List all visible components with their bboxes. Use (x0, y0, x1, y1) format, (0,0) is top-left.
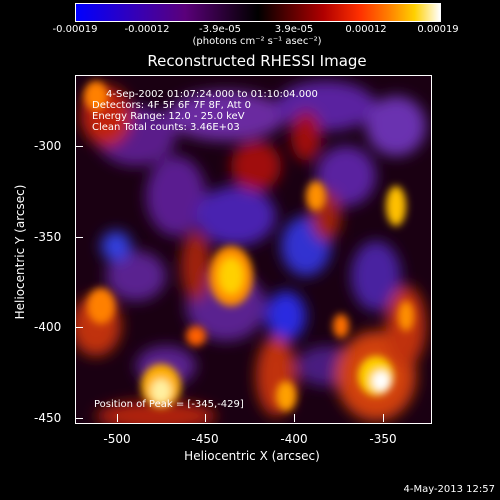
image-canvas (76, 76, 431, 423)
plot-title: Reconstructed RHESSI Image (147, 52, 367, 70)
colorbar-tick: -0.00019 (52, 24, 98, 35)
colorbar-tick: 3.9e-05 (274, 24, 314, 35)
energy-range-label: Energy Range: 12.0 - 25.0 keV (92, 111, 245, 122)
detectors-label: Detectors: 4F 5F 6F 7F 8F, Att 0 (92, 100, 252, 111)
rhessi-image: 4-Sep-2002 01:07:24.000 to 01:10:04.000 … (75, 75, 432, 424)
bright-sources (84, 81, 414, 411)
background-blobs (76, 81, 426, 423)
x-tick: -350 (369, 432, 397, 446)
colorbar (75, 3, 441, 22)
clean-counts-label: Clean Total counts: 3.46E+03 (92, 122, 240, 133)
y-axis-label: Heliocentric Y (arcsec) (13, 184, 27, 320)
y-tick: -350 (34, 230, 62, 244)
colorbar-tick: 0.00012 (345, 24, 387, 35)
x-axis-label: Heliocentric X (arcsec) (184, 449, 320, 463)
colorbar-tick: -0.00012 (124, 24, 170, 35)
colorbar-unit: (photons cm⁻² s⁻¹ asec⁻²) (192, 36, 322, 47)
peak-position-label: Position of Peak = [-345,-429] (94, 399, 244, 410)
x-tick: -450 (191, 432, 219, 446)
y-tick: -400 (34, 320, 62, 334)
x-tick: -500 (103, 432, 131, 446)
x-tick: -400 (280, 432, 308, 446)
footer-date: 4-May-2013 12:57 (403, 484, 495, 495)
colorbar-tick: -3.9e-05 (199, 24, 241, 35)
y-tick: -450 (34, 411, 62, 425)
colorbar-tick: 0.00019 (417, 24, 459, 35)
time-range-label: 4-Sep-2002 01:07:24.000 to 01:10:04.000 (106, 89, 318, 100)
y-tick: -300 (34, 139, 62, 153)
